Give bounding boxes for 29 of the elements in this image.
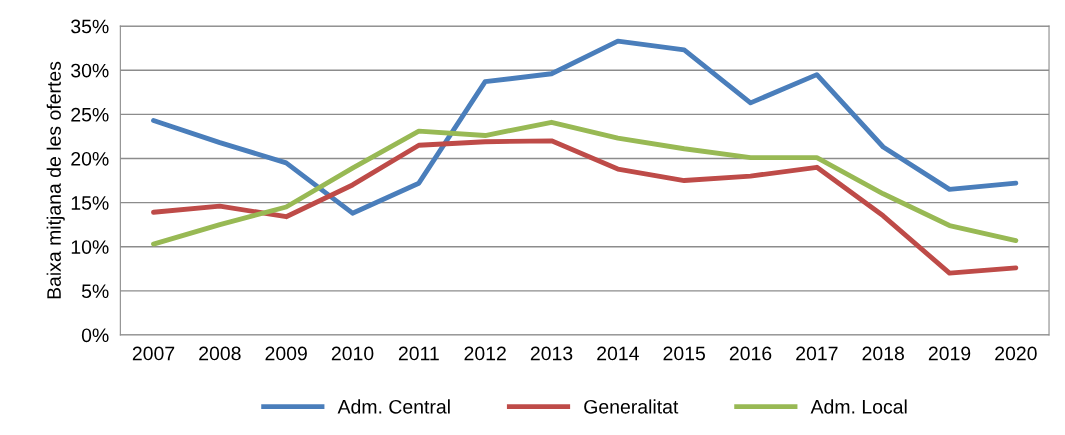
y-tick-label: 5%: [81, 284, 109, 299]
x-tick-label: 2010: [331, 346, 374, 361]
x-tick-label: 2013: [530, 346, 573, 361]
x-tick-label: 2014: [597, 346, 639, 361]
x-tick-label: 2020: [995, 346, 1037, 361]
x-tick-label: 2019: [928, 346, 971, 361]
x-tick-label: 2016: [729, 346, 772, 361]
line-series: [151, 38, 1019, 216]
line-series: [151, 138, 1019, 276]
x-tick-label: 2015: [663, 346, 705, 361]
y-tick-label: 0%: [81, 328, 109, 343]
y-tick-label: 35%: [71, 19, 109, 34]
y-tick-label: 20%: [71, 151, 109, 166]
legend-label: Adm. Local: [810, 399, 907, 414]
y-tick-label: 30%: [71, 63, 109, 78]
x-tick-label: 2017: [796, 346, 838, 361]
x-tick-label: 2011: [398, 346, 439, 361]
y-tick-label: 25%: [71, 107, 109, 122]
y-tick-label: 15%: [71, 196, 109, 210]
x-tick-label: 2008: [199, 346, 241, 361]
x-tick-label: 2012: [464, 346, 506, 361]
y-tick-label: 10%: [71, 240, 109, 254]
line-series: [151, 119, 1019, 247]
x-tick-label: 2018: [862, 346, 904, 361]
y-axis-title: Baixa mitjana de les ofertes: [46, 61, 65, 299]
legend-label: Adm. Central: [337, 399, 450, 414]
x-tick-label: 2007: [132, 346, 175, 361]
x-tick-label: 2009: [265, 346, 307, 361]
legend-label: Generalitat: [584, 399, 679, 414]
